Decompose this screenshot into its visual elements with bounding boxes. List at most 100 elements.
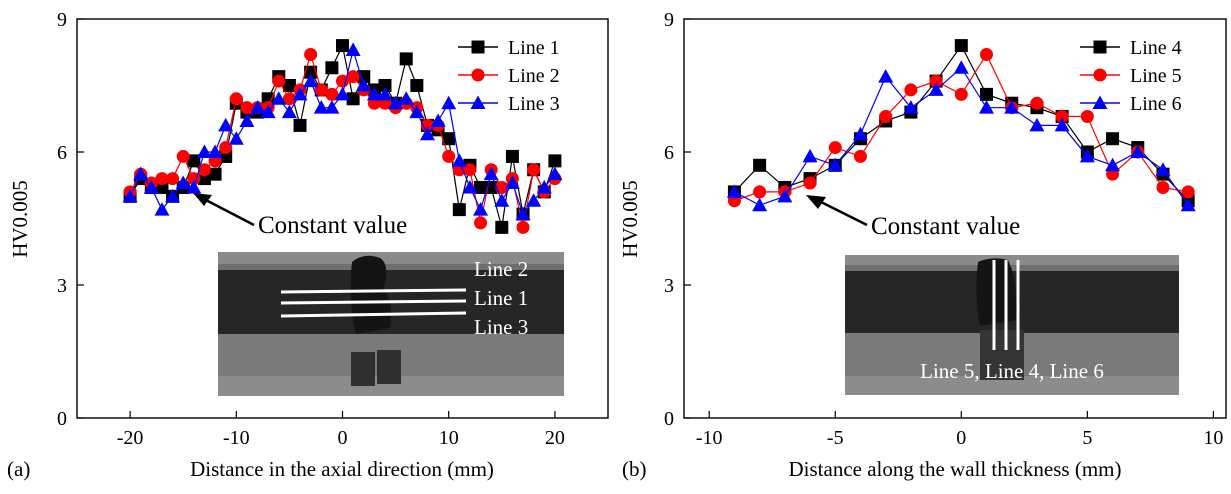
inset-photo-a: Line 2 Line 1 Line 3 [218, 252, 564, 396]
constant-value-annotation-b: Constant value [806, 195, 1020, 240]
data-point [336, 74, 349, 88]
data-point [228, 131, 244, 145]
legend-marker [1092, 95, 1108, 109]
legend-label: Line 6 [1130, 93, 1182, 115]
x-tick-label: 10 [1203, 427, 1223, 449]
data-point [442, 132, 456, 146]
data-point [878, 69, 894, 83]
data-point [1180, 197, 1196, 212]
legend-marker [471, 68, 485, 82]
x-axis-title-b: Distance along the wall thickness (mm) [789, 457, 1122, 481]
data-point [219, 141, 233, 155]
panel-a: Line 2 Line 1 Line 3 -20 -10 0 10 20 0 3 6 9 Con… [7, 9, 609, 481]
data-point [399, 52, 413, 66]
data-point [313, 100, 329, 114]
data-point [441, 95, 457, 110]
data-point [155, 172, 169, 186]
x-tick-label: -20 [117, 427, 144, 449]
data-point [336, 39, 349, 53]
data-point [282, 79, 296, 92]
data-point [954, 39, 968, 53]
y-tick-label: 9 [57, 9, 67, 31]
data-point [314, 83, 328, 97]
data-point [954, 87, 968, 101]
panel-label-b: (b) [622, 457, 647, 481]
data-point [536, 179, 552, 194]
constant-value-annotation-a: Constant value [193, 193, 407, 239]
data-point [356, 78, 372, 92]
legend-label: Line 5 [1130, 65, 1182, 87]
data-point [430, 113, 446, 127]
data-point [474, 216, 488, 230]
data-point [218, 117, 234, 132]
axis-ticks-a: -20 -10 0 10 20 0 3 6 9 [57, 9, 565, 449]
data-point [260, 104, 276, 119]
data-point [1054, 117, 1070, 132]
data-point [1130, 144, 1146, 158]
data-point [175, 175, 191, 190]
annotation-text-a: Constant value [258, 212, 407, 239]
data-point [903, 100, 919, 114]
x-tick-label: -10 [223, 427, 250, 449]
panel-label-a: (a) [7, 457, 30, 481]
legend-item: Line 5 [1080, 65, 1182, 87]
data-point [495, 180, 509, 194]
data-point [1155, 162, 1171, 176]
data-point [143, 179, 159, 194]
y-tick-label: 0 [57, 408, 67, 430]
data-point [1079, 148, 1095, 163]
data-point [548, 154, 562, 168]
x-tick-label: 0 [956, 427, 966, 449]
data-point [187, 154, 201, 168]
data-point [527, 163, 541, 177]
data-point [442, 149, 456, 163]
legend-label: Line 4 [1130, 37, 1182, 59]
data-point [1156, 180, 1170, 194]
data-point [452, 203, 466, 217]
photo-label-line-2: Line 2 [474, 257, 528, 281]
data-point [904, 83, 918, 97]
series-line-3 [122, 42, 563, 221]
data-point [293, 118, 307, 132]
data-point [929, 74, 943, 88]
data-point [526, 193, 542, 207]
series-line-5 [727, 47, 1195, 208]
annotation-text-b: Constant value [871, 213, 1020, 240]
data-point [335, 86, 350, 101]
data-point [802, 148, 818, 163]
legend-marker [470, 95, 486, 109]
data-point [346, 70, 360, 84]
y-tick-label: 0 [664, 408, 674, 430]
photo-label-lines-5-4-6: Line 5, Line 4, Line 6 [920, 359, 1104, 383]
data-point [239, 113, 255, 127]
data-point [777, 188, 793, 203]
data-point [879, 110, 893, 124]
data-point [345, 42, 361, 57]
data-point [928, 82, 944, 96]
data-point [207, 144, 223, 158]
data-point [410, 79, 424, 92]
data-point [473, 202, 489, 216]
data-point [495, 220, 509, 234]
x-tick-label: 20 [545, 427, 565, 449]
data-point [398, 91, 414, 105]
data-point [1181, 185, 1195, 199]
data-point [377, 86, 393, 101]
data-point [272, 74, 286, 88]
data-point [494, 193, 510, 207]
legend-b: Line 4 Line 5 Line 6 [1080, 37, 1182, 115]
data-point [133, 166, 149, 181]
data-point [1080, 110, 1094, 124]
data-point [122, 188, 138, 203]
x-tick-label: -10 [696, 427, 723, 449]
data-point [980, 47, 994, 61]
photo-label-line-3: Line 3 [474, 315, 528, 339]
data-point [803, 176, 817, 190]
data-point [516, 220, 530, 234]
y-axis-title-b: HV0.005 [618, 180, 642, 258]
y-tick-label: 9 [664, 9, 674, 31]
x-tick-label: 5 [1082, 427, 1092, 449]
data-point [753, 185, 767, 199]
legend-item: Line 6 [1080, 93, 1182, 115]
x-tick-label: 10 [439, 427, 459, 449]
